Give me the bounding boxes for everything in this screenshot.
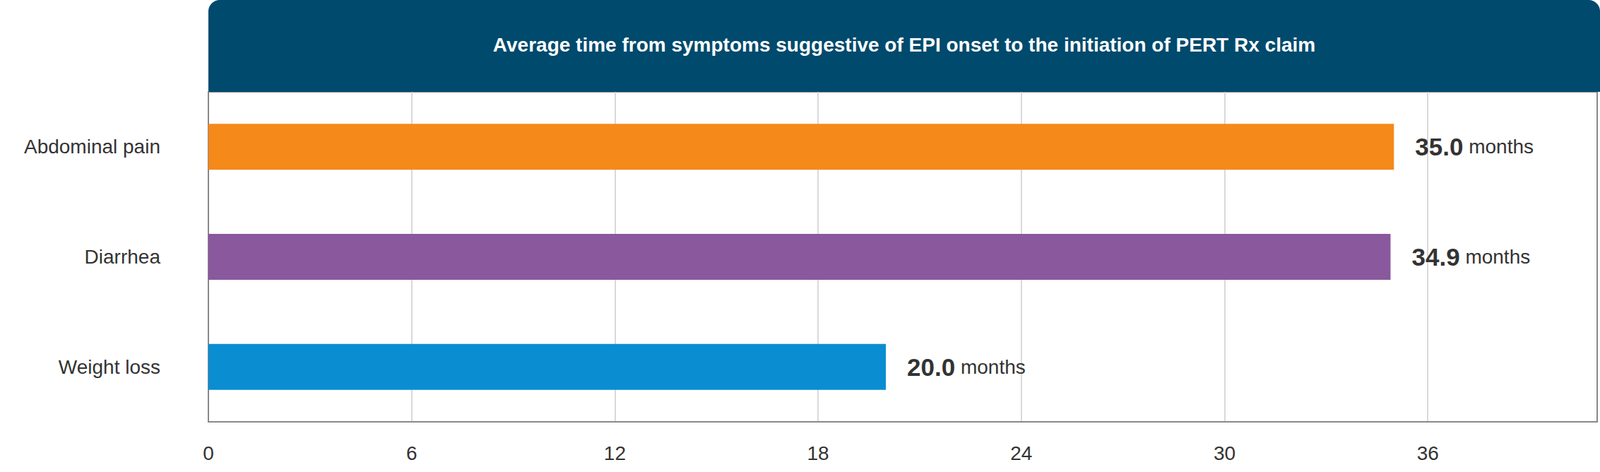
svg-text:18: 18 — [807, 442, 830, 465]
svg-text:Diarrhea: Diarrhea — [84, 245, 162, 268]
svg-text:Average time from symptoms sug: Average time from symptoms suggestive of… — [493, 33, 1316, 56]
svg-text:24: 24 — [1010, 442, 1033, 465]
svg-text:36: 36 — [1417, 442, 1439, 465]
svg-text:30: 30 — [1213, 442, 1236, 465]
svg-text:12: 12 — [603, 442, 626, 465]
svg-text:0: 0 — [202, 442, 215, 465]
svg-text:Abdominal pain: Abdominal pain — [24, 135, 161, 158]
svg-text:6: 6 — [406, 442, 418, 465]
svg-text:months: months — [955, 356, 1026, 378]
svg-text:34.9: 34.9 — [1411, 243, 1460, 271]
svg-text:Weight loss: Weight loss — [58, 356, 161, 378]
svg-text:months: months — [1462, 135, 1534, 158]
svg-text:35.0: 35.0 — [1414, 132, 1463, 161]
svg-text:months: months — [1460, 245, 1531, 268]
svg-text:20.0: 20.0 — [907, 353, 956, 381]
